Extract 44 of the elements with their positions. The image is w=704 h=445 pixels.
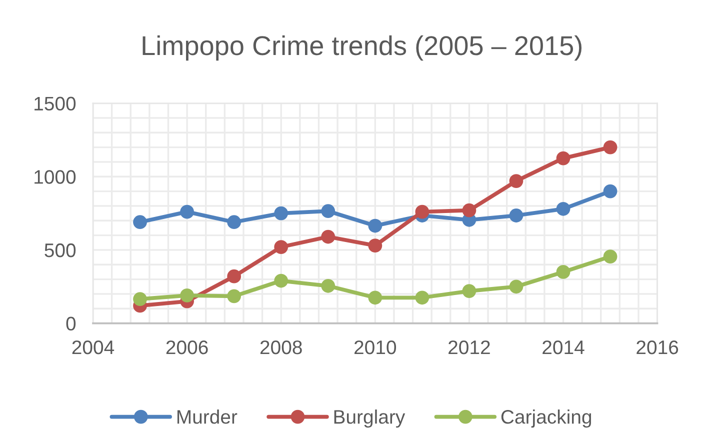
point — [180, 288, 194, 302]
point — [274, 240, 288, 254]
point — [133, 215, 147, 230]
point — [509, 174, 524, 188]
point — [603, 184, 618, 198]
y-tick-label: 1000 — [34, 170, 76, 184]
point — [603, 250, 618, 264]
point — [556, 202, 570, 216]
point — [227, 215, 242, 230]
x-tick-label: 2014 — [542, 340, 584, 354]
point — [133, 292, 147, 306]
point — [556, 265, 570, 279]
legend-label: Carjacking — [501, 410, 592, 428]
legend-label: Burglary — [334, 410, 406, 428]
x-tick-label: 2006 — [166, 340, 208, 354]
point — [415, 290, 430, 305]
point — [509, 280, 524, 294]
point — [368, 218, 382, 233]
x-tick-label: 2016 — [636, 340, 678, 354]
point — [274, 274, 288, 288]
point — [321, 278, 336, 293]
point — [180, 204, 194, 219]
point — [415, 204, 430, 219]
point — [556, 151, 570, 166]
point — [227, 269, 242, 284]
point — [227, 289, 242, 304]
point — [462, 284, 476, 298]
y-tick-label: 500 — [44, 243, 76, 258]
point — [368, 290, 382, 305]
point — [462, 203, 476, 218]
point — [321, 204, 336, 218]
x-tick-label: 2012 — [448, 340, 490, 354]
chart-title: Limpopo Crime trends (2005 – 2015) — [142, 35, 582, 61]
y-tick-label: 0 — [66, 316, 76, 331]
point — [603, 140, 618, 154]
x-tick-label: 2008 — [260, 340, 302, 354]
y-tick-label: 1500 — [34, 96, 76, 111]
point — [274, 206, 288, 220]
legend-label: Murder — [177, 410, 238, 424]
x-tick-label: 2004 — [72, 340, 114, 354]
x-tick-label: 2010 — [354, 340, 396, 354]
point — [321, 230, 336, 244]
point — [368, 238, 382, 253]
point — [509, 208, 524, 222]
